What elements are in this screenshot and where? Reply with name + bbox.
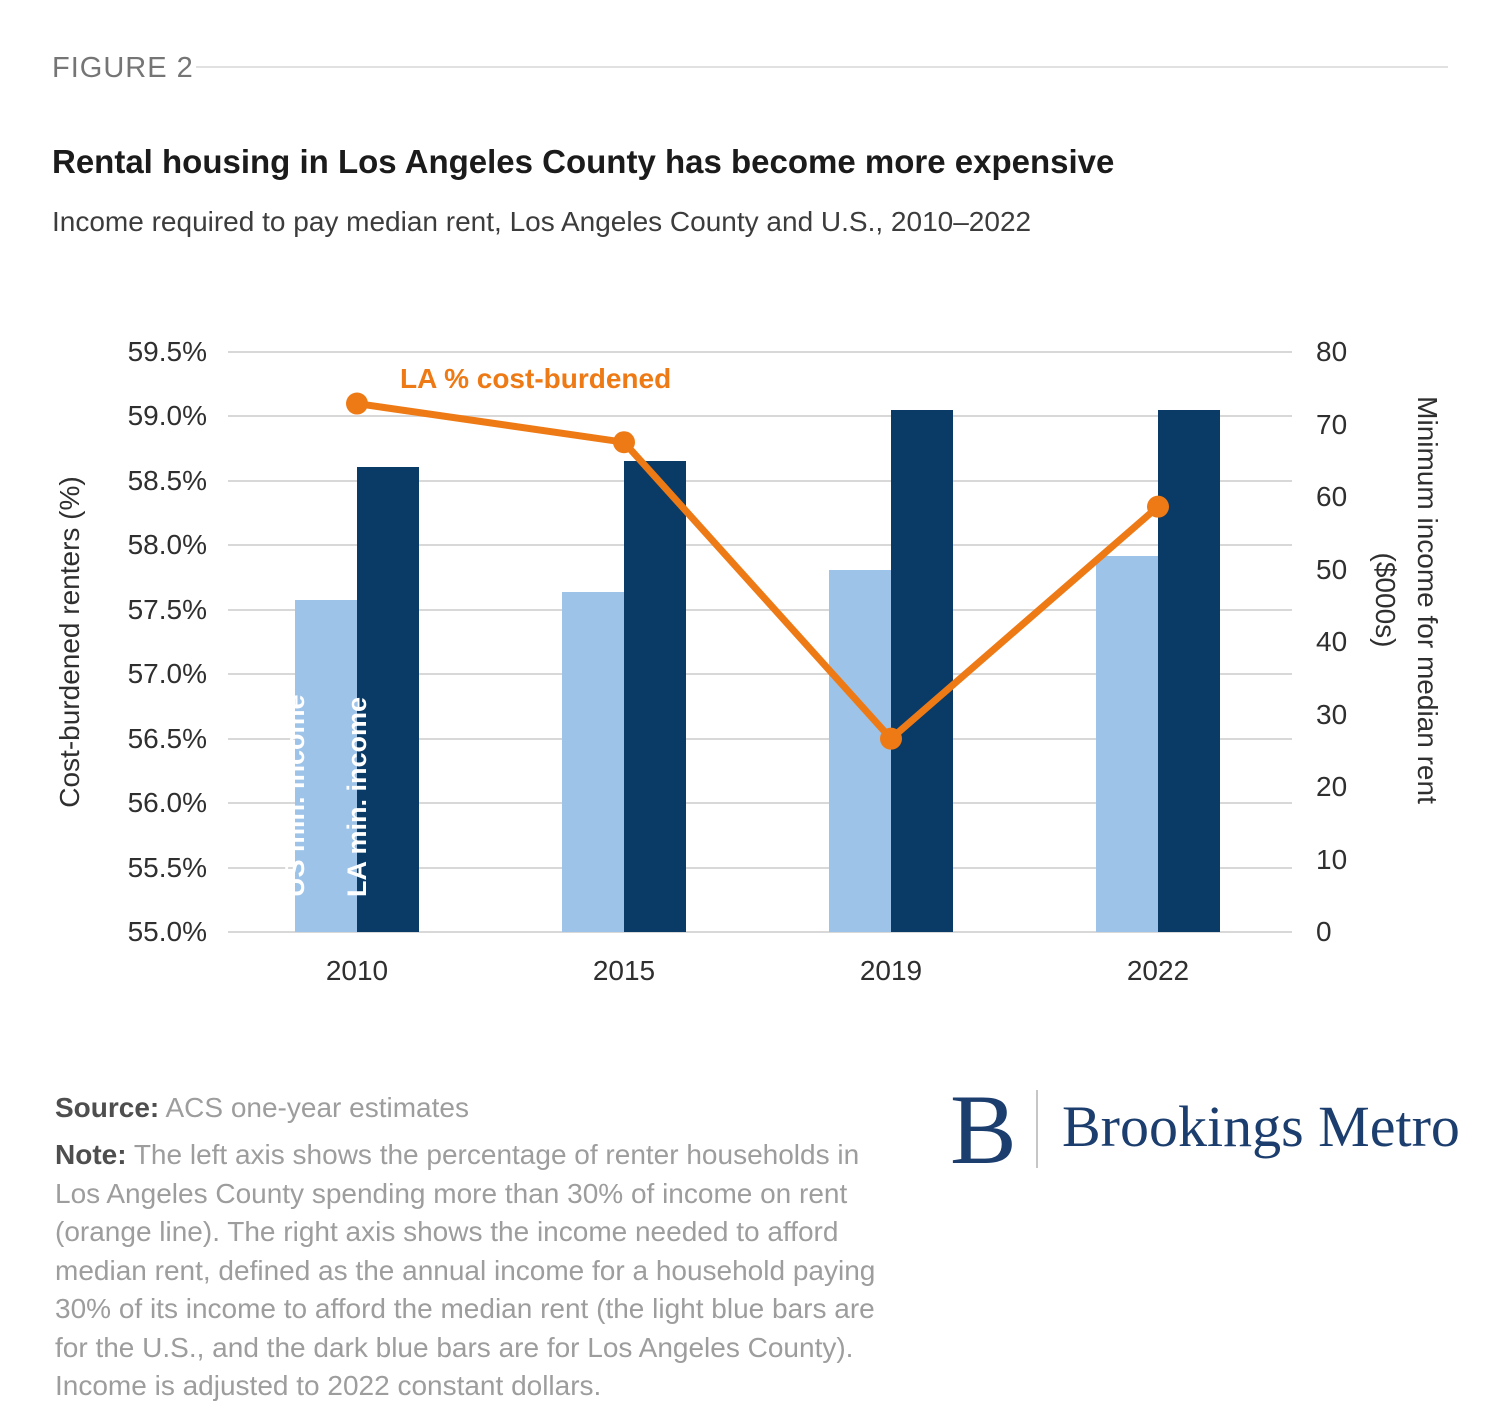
line-point-2022: [1147, 495, 1169, 518]
bar-us-2019: [829, 569, 891, 932]
bar-la-2010: [357, 467, 419, 932]
line-point-2019: [880, 727, 902, 750]
source-label: Source:: [55, 1092, 160, 1123]
gridline: [228, 737, 1292, 740]
source-line: Source: ACS one-year estimates: [55, 1092, 469, 1124]
left-axis-tick: 59.0%: [127, 400, 207, 432]
brookings-logo-mark: B: [950, 1074, 1017, 1185]
left-axis-tick: 56.0%: [127, 787, 207, 819]
gridline: [228, 415, 1292, 418]
gridline: [228, 351, 1292, 353]
bar-la-2019: [891, 410, 953, 932]
left-axis-tick: 57.0%: [127, 658, 207, 690]
figure-rule-line: [196, 66, 1448, 68]
bar-us-2022: [1096, 556, 1158, 932]
note-label: Note:: [55, 1139, 127, 1170]
gridline: [228, 931, 1292, 933]
x-axis-label-2015: 2015: [592, 955, 656, 986]
gridline: [228, 608, 1292, 611]
line-point-2010: [346, 392, 368, 415]
left-axis-tick: 58.0%: [127, 529, 207, 561]
figure-label: FIGURE 2: [52, 52, 194, 84]
right-axis-tick: 30: [1316, 698, 1348, 730]
bar-us-2015: [562, 591, 624, 932]
bar-label-us-min-income: US min. income: [280, 694, 310, 897]
x-axis-label-2019: 2019: [859, 955, 923, 986]
left-axis-tick: 59.5%: [127, 336, 207, 367]
brookings-metro-wordmark: Brookings Metro: [1062, 1094, 1460, 1159]
right-axis-title-line2: ($000s): [1370, 552, 1401, 648]
gridline: [228, 866, 1292, 869]
chart-subtitle: Income required to pay median rent, Los …: [52, 206, 1032, 237]
right-axis-tick: 0: [1316, 916, 1332, 947]
gridline: [228, 479, 1292, 482]
left-axis-tick: 55.5%: [127, 851, 207, 883]
logo-divider: [1036, 1090, 1038, 1168]
right-axis-title-line1: Minimum income for median rent: [1412, 396, 1443, 804]
left-axis-tick: 58.5%: [127, 464, 207, 496]
note-block: Note: The left axis shows the percentage…: [55, 1136, 915, 1406]
line-point-2015: [613, 431, 635, 454]
source-text: ACS one-year estimates: [165, 1092, 469, 1123]
gridline: [228, 673, 1292, 676]
line-series-label: LA % cost-burdened: [400, 363, 672, 394]
right-axis-tick: 70: [1316, 408, 1348, 440]
gridline: [228, 544, 1292, 547]
left-axis-tick: 57.5%: [127, 593, 207, 625]
chart-title: Rental housing in Los Angeles County has…: [52, 143, 1115, 180]
right-axis-tick: 10: [1316, 843, 1348, 875]
right-axis-tick: 50: [1316, 553, 1348, 585]
left-axis-tick: 55.0%: [127, 916, 207, 947]
bar-la-2022: [1158, 410, 1220, 932]
right-axis-title: Minimum income for median rent ($000s): [1364, 396, 1448, 804]
line-path: [356, 400, 1161, 744]
right-axis-tick: 40: [1316, 626, 1348, 657]
right-axis-tick: 20: [1316, 771, 1348, 802]
x-axis-label-2022: 2022: [1126, 955, 1190, 986]
bar-la-2015: [624, 460, 686, 932]
left-axis-title: Cost-burdened renters (%): [54, 476, 85, 808]
bar-us-2010: [295, 599, 357, 932]
left-axis-tick: 56.5%: [127, 722, 207, 754]
x-axis-label-2010: 2010: [325, 955, 389, 986]
note-text: The left axis shows the percentage of re…: [55, 1139, 876, 1401]
cost-burdened-line-chart: [346, 392, 1169, 750]
right-axis-tick: 60: [1316, 481, 1348, 512]
gridline: [228, 802, 1292, 805]
right-axis-tick: 80: [1316, 336, 1348, 367]
bar-label-la-min-income: LA min. income: [342, 696, 372, 897]
